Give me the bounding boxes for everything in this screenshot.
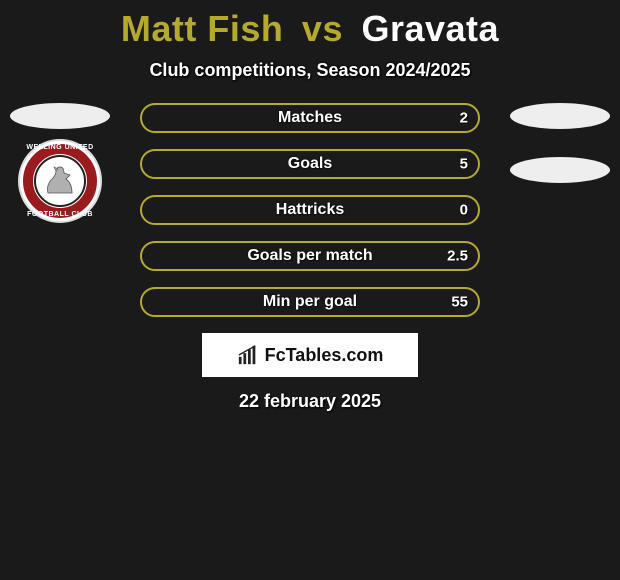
stat-bar-label: Hattricks — [276, 201, 344, 219]
stat-bar: Matches 2 — [140, 103, 480, 133]
date-text: 22 february 2025 — [0, 391, 620, 412]
badge-text-top: WELLING UNITED — [20, 144, 100, 151]
subtitle: Club competitions, Season 2024/2025 — [0, 60, 620, 81]
left-column: WELLING UNITED FOOTBALL CLUB — [10, 103, 110, 223]
title-player2: Gravata — [361, 8, 499, 49]
stat-bar-right-value: 2 — [460, 110, 468, 127]
stat-bar: Hattricks 0 — [140, 195, 480, 225]
badge-text-bottom: FOOTBALL CLUB — [20, 211, 100, 218]
bar-chart-icon — [237, 344, 259, 366]
right-column — [510, 103, 610, 183]
stat-bar: Goals per match 2.5 — [140, 241, 480, 271]
stat-bar-label: Goals — [288, 155, 332, 173]
title-vs: vs — [302, 8, 343, 49]
horse-icon — [42, 163, 78, 199]
mid-section: WELLING UNITED FOOTBALL CLUB Matches 2 Goa… — [0, 103, 620, 317]
stat-bar: Min per goal 55 — [140, 287, 480, 317]
player2-placeholder-oval-1 — [510, 103, 610, 129]
stat-bar-label: Goals per match — [247, 247, 372, 265]
root: Matt Fish vs Gravata Club competitions, … — [0, 0, 620, 412]
stat-bar-right-value: 0 — [460, 202, 468, 219]
stat-bar-label: Matches — [278, 109, 342, 127]
title-player1: Matt Fish — [121, 8, 284, 49]
player2-placeholder-oval-2 — [510, 157, 610, 183]
player1-club-badge: WELLING UNITED FOOTBALL CLUB — [18, 139, 102, 223]
brand-text: FcTables.com — [265, 345, 384, 366]
player1-placeholder-oval — [10, 103, 110, 129]
stat-bar-label: Min per goal — [263, 293, 357, 311]
brand-box: FcTables.com — [202, 333, 418, 377]
badge-inner — [34, 155, 86, 207]
stat-bar-right-value: 2.5 — [447, 248, 468, 265]
stat-bar-right-value: 55 — [451, 294, 468, 311]
stat-bars: Matches 2 Goals 5 Hattricks 0 Goals per match 2… — [140, 103, 480, 317]
page-title: Matt Fish vs Gravata — [0, 8, 620, 50]
stat-bar: Goals 5 — [140, 149, 480, 179]
stat-bar-right-value: 5 — [460, 156, 468, 173]
